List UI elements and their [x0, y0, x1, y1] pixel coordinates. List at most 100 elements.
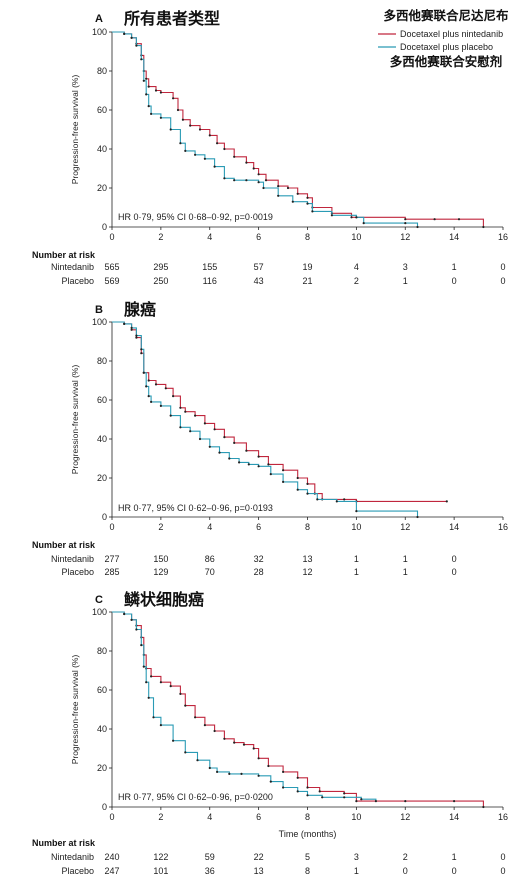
x-tick-label: 14: [449, 232, 459, 242]
censor-mark: [404, 218, 407, 221]
risk-value: 155: [202, 262, 217, 272]
censor-mark: [335, 500, 338, 503]
panel-letter: C: [95, 594, 103, 606]
censor-mark: [172, 395, 175, 398]
censor-mark: [433, 218, 436, 221]
censor-mark: [228, 772, 231, 776]
censor-mark: [330, 214, 333, 217]
risk-value: 57: [254, 262, 264, 272]
censor-mark: [245, 449, 248, 452]
risk-value: 247: [104, 866, 119, 876]
censor-mark: [142, 79, 145, 82]
y-tick-label: 40: [97, 434, 107, 444]
x-tick-label: 8: [305, 232, 310, 242]
x-tick-label: 8: [305, 522, 310, 532]
censor-mark: [306, 794, 309, 797]
risk-value: 8: [305, 866, 310, 876]
censor-mark: [223, 147, 226, 151]
censor-mark: [269, 473, 272, 476]
censor-mark: [282, 469, 285, 472]
censor-mark: [277, 185, 280, 188]
censor-mark: [404, 800, 407, 803]
y-tick-label: 0: [102, 512, 107, 522]
y-tick-label: 20: [97, 183, 107, 193]
censor-mark: [416, 515, 419, 519]
censor-mark: [208, 445, 211, 448]
risk-value: 0: [452, 554, 457, 564]
censor-mark: [213, 165, 216, 168]
x-tick-label: 2: [158, 522, 163, 532]
censor-mark: [245, 179, 248, 182]
risk-header: Number at risk: [32, 250, 96, 260]
risk-value: 1: [403, 554, 408, 564]
censor-mark: [135, 334, 138, 337]
censor-mark: [169, 128, 172, 131]
risk-value: 13: [254, 866, 264, 876]
censor-mark: [296, 776, 299, 779]
hr-annotation: HR 0·77, 95% CI 0·62–0·96, p=0·0193: [118, 503, 273, 513]
hr-annotation: HR 0·77, 95% CI 0·62–0·96, p=0·0200: [118, 792, 273, 802]
risk-value: 2: [403, 852, 408, 862]
censor-mark: [147, 85, 150, 88]
risk-value: 3: [403, 262, 408, 272]
censor-mark: [196, 759, 199, 762]
x-tick-label: 4: [207, 522, 212, 532]
risk-header: Number at risk: [32, 540, 96, 550]
censor-mark: [213, 428, 216, 431]
censor-mark: [172, 97, 175, 100]
censor-mark: [184, 149, 187, 152]
risk-value: 1: [403, 567, 408, 577]
censor-mark: [164, 387, 167, 390]
risk-value: 3: [354, 852, 359, 862]
censor-mark: [147, 696, 150, 699]
censor-mark: [184, 704, 187, 707]
y-tick-label: 80: [97, 646, 107, 656]
censor-mark: [247, 463, 250, 466]
y-axis-label: Progression-free survival (%): [70, 365, 80, 475]
x-axis-title: Time (months): [279, 829, 337, 839]
censor-mark: [316, 498, 319, 501]
x-tick-label: 14: [449, 522, 459, 532]
censor-mark: [262, 186, 265, 190]
censor-mark: [130, 618, 133, 621]
x-tick-label: 14: [449, 812, 459, 822]
censor-mark: [142, 665, 145, 668]
panel-title: 腺癌: [124, 300, 156, 319]
censor-mark: [135, 628, 138, 631]
x-tick-label: 10: [351, 522, 361, 532]
y-tick-label: 80: [97, 356, 107, 366]
risk-row-label: Placebo: [61, 866, 94, 876]
censor-mark: [140, 348, 143, 351]
x-tick-label: 10: [351, 232, 361, 242]
censor-mark: [169, 414, 172, 417]
risk-row-label: Nintedanib: [51, 554, 94, 564]
censor-mark: [343, 796, 346, 799]
risk-value: 0: [500, 852, 505, 862]
risk-value: 0: [500, 262, 505, 272]
censor-mark: [296, 790, 299, 793]
censor-mark: [306, 482, 309, 485]
panel-letter: B: [95, 304, 103, 316]
censor-mark: [482, 225, 485, 229]
x-tick-label: 10: [351, 812, 361, 822]
censor-mark: [482, 805, 485, 809]
censor-mark: [360, 798, 363, 801]
risk-value: 0: [452, 567, 457, 577]
panel-title: 鳞状细胞癌: [124, 590, 204, 609]
risk-value: 1: [403, 276, 408, 286]
risk-row-label: Nintedanib: [51, 262, 94, 272]
censor-mark: [203, 157, 206, 160]
censor-mark: [145, 385, 148, 388]
risk-value: 59: [205, 852, 215, 862]
risk-value: 277: [104, 554, 119, 564]
censor-mark: [223, 177, 226, 180]
censor-mark: [135, 336, 138, 339]
risk-value: 101: [153, 866, 168, 876]
x-tick-label: 0: [109, 522, 114, 532]
y-axis-label: Progression-free survival (%): [70, 75, 80, 185]
censor-mark: [238, 461, 241, 464]
censor-mark: [179, 692, 182, 696]
